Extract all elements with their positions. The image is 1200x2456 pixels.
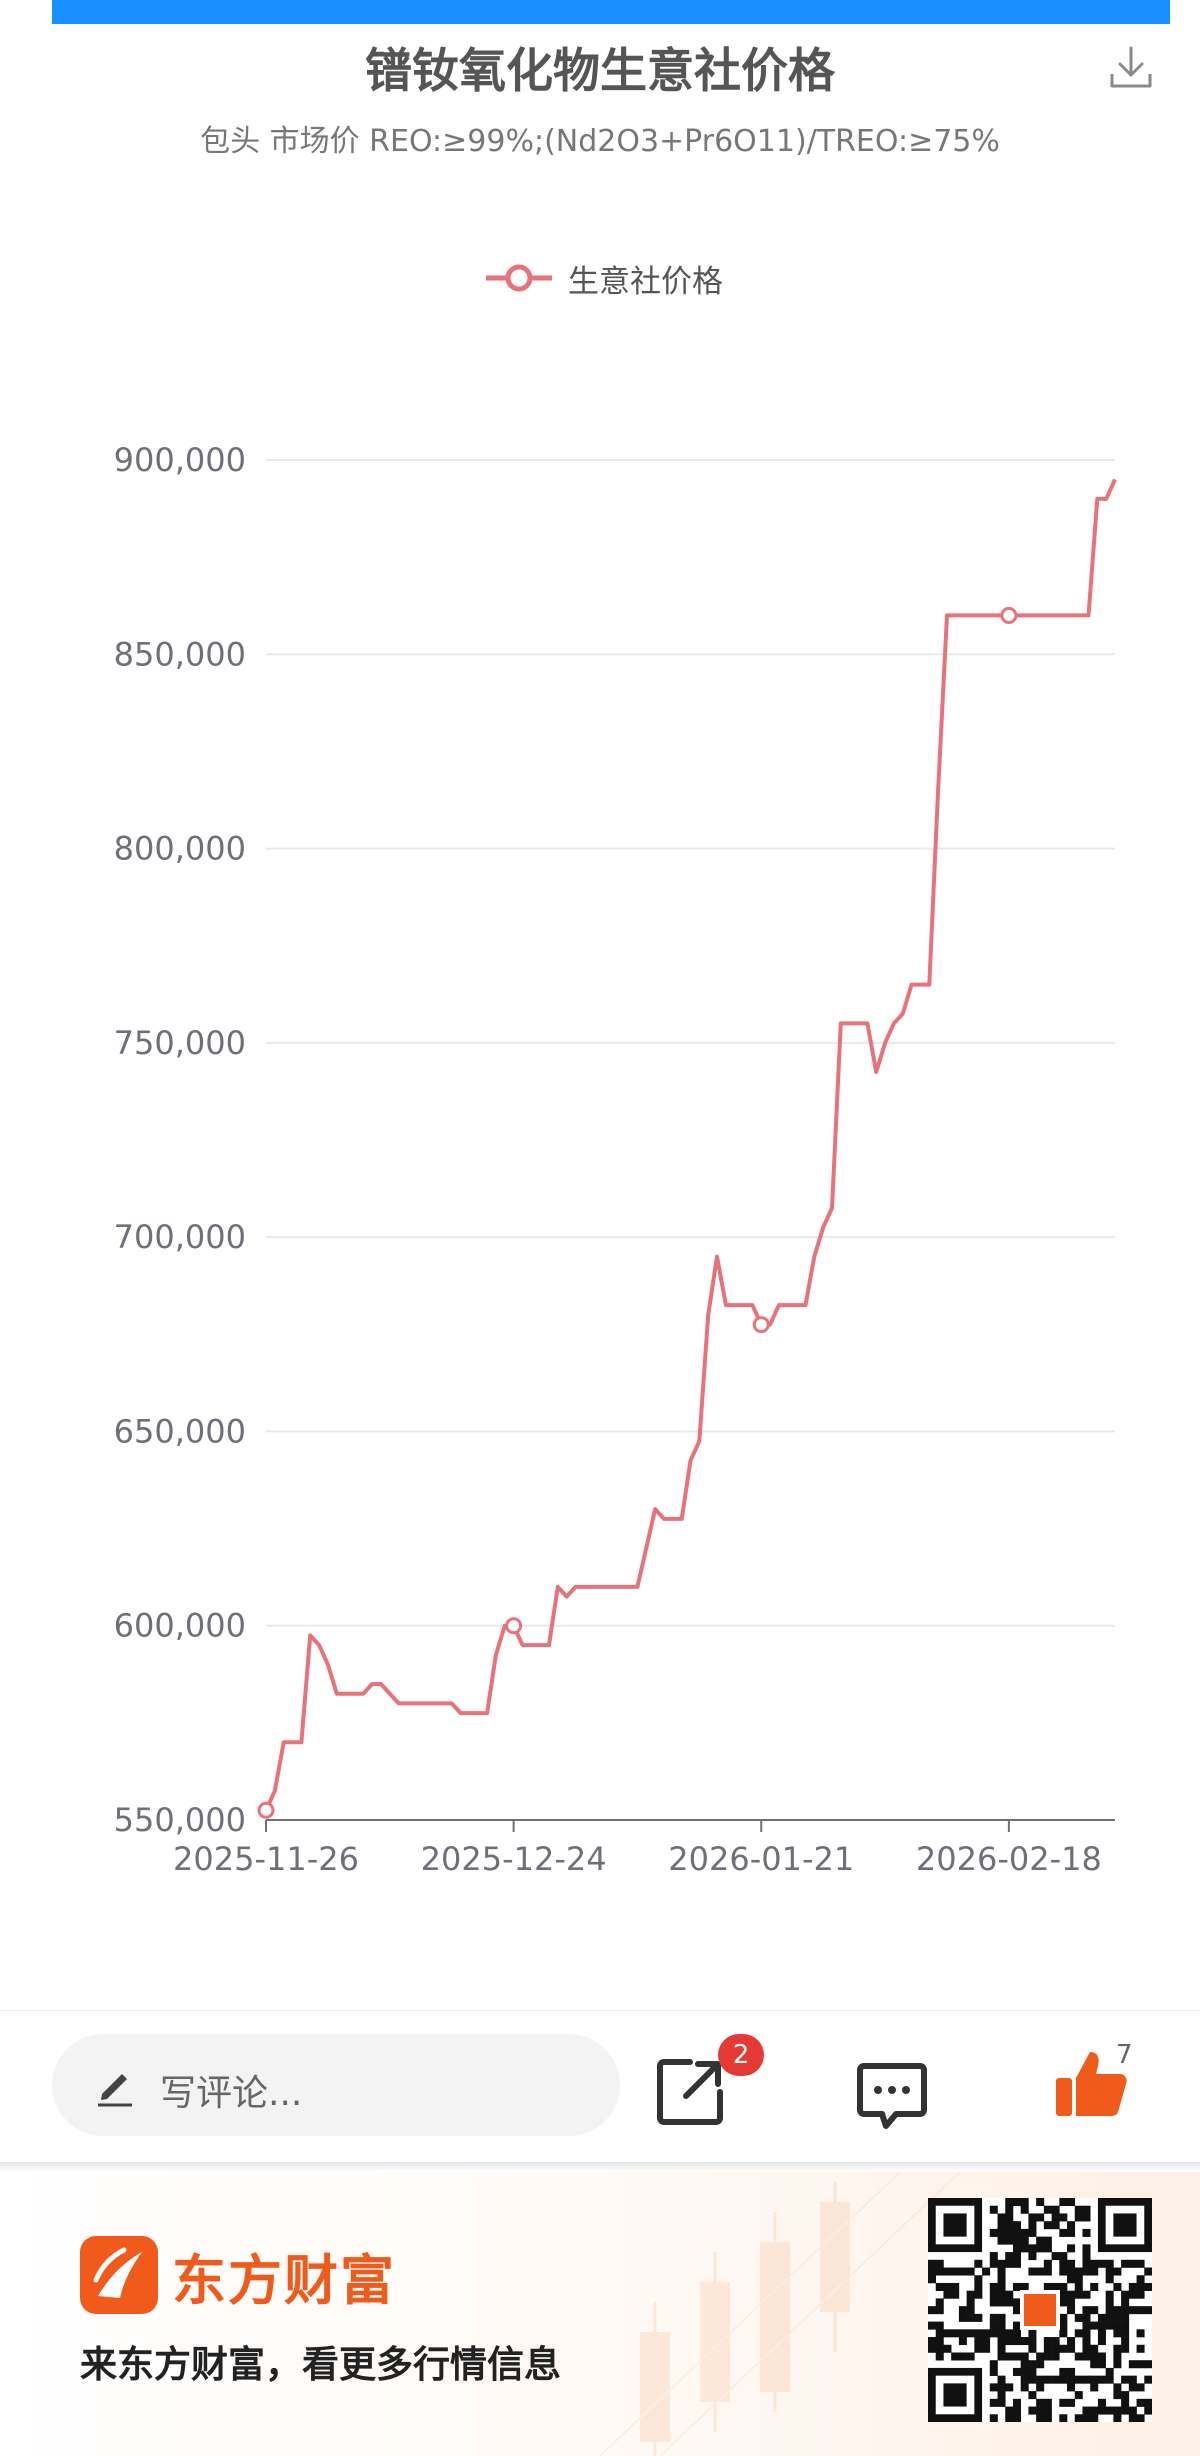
data-point [257, 1801, 275, 1819]
thumbs-up-icon[interactable] [1050, 2044, 1130, 2124]
comment-placeholder: 写评论... [160, 2073, 303, 2114]
data-point [1000, 606, 1018, 624]
share-count-badge: 2 [718, 2034, 764, 2076]
legend-label: 生意社价格 [568, 263, 723, 300]
x-tick-label: 2025-11-26 [173, 1840, 359, 1878]
brand-logo-icon [80, 2236, 158, 2314]
y-tick-label: 800,000 [114, 830, 246, 868]
comment-input[interactable]: 写评论... [52, 2034, 620, 2136]
y-tick-label: 750,000 [114, 1024, 246, 1062]
y-tick-label: 600,000 [114, 1607, 246, 1645]
y-tick-label: 900,000 [114, 441, 246, 479]
x-tick-label: 2025-12-24 [421, 1840, 607, 1878]
data-point [752, 1316, 770, 1334]
download-icon[interactable] [1108, 44, 1154, 90]
candlestick-decoration [600, 2172, 961, 2456]
line-chart: 550,000 600,000 650,000 700,000 750,000 800,0… [114, 441, 1117, 1878]
chart-subtitle: 包头 市场价 REO:≥99%;(Nd2O3+Pr6O11)/TREO:≥75% [200, 124, 1000, 159]
y-tick-label: 650,000 [114, 1412, 246, 1450]
legend-line-marker-icon [486, 264, 552, 292]
x-tick-label: 2026-02-18 [916, 1840, 1102, 1878]
chart-legend[interactable]: 生意社价格 [484, 255, 723, 301]
y-tick-label: 550,000 [114, 1801, 246, 1839]
like-count: 7 [1116, 2040, 1133, 2070]
promo-banner[interactable]: 东方财富 来东方财富，看更多行情信息 [0, 2172, 1200, 2456]
top-accent-bar [52, 0, 1170, 24]
qr-code-icon [928, 2198, 1152, 2422]
series-line [264, 478, 1117, 1812]
data-point [505, 1617, 523, 1635]
divider [0, 2162, 1200, 2172]
chart-title: 镨钕氧化物生意社价格 [365, 44, 835, 99]
pencil-icon [98, 2074, 132, 2107]
x-tick-label: 2026-01-21 [668, 1840, 854, 1878]
y-tick-label: 850,000 [114, 635, 246, 673]
comment-bubble-icon[interactable] [852, 2054, 932, 2134]
brand-name: 东方财富 [172, 2249, 396, 2312]
share-icon[interactable] [650, 2052, 730, 2132]
y-tick-label: 700,000 [114, 1218, 246, 1256]
ad-slogan: 来东方财富，看更多行情信息 [80, 2343, 561, 2386]
